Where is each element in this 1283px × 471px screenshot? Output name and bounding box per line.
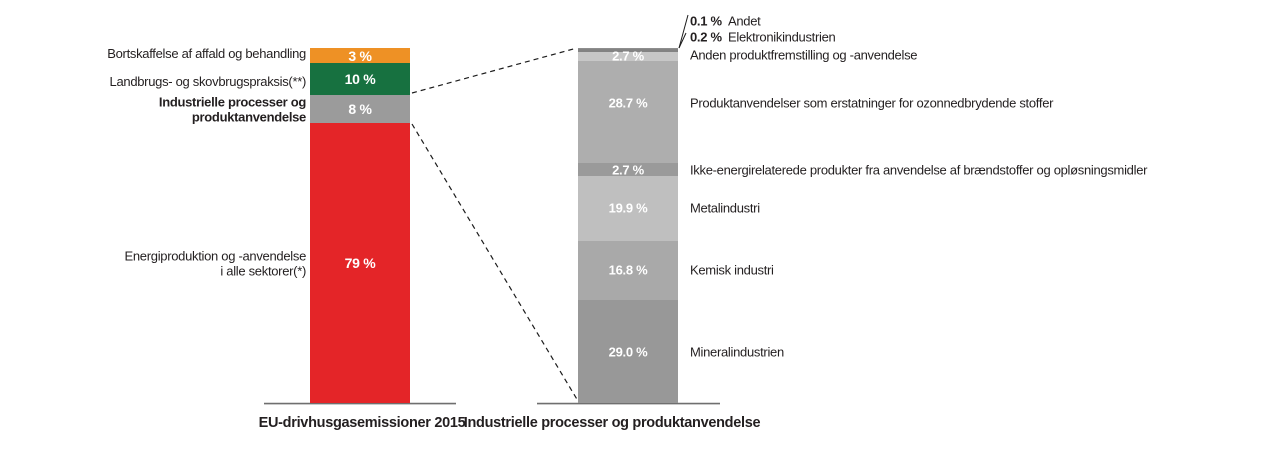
- segment-value: 19.9 %: [608, 200, 648, 216]
- segment-value: 10 %: [344, 71, 376, 87]
- callout-line-elektronik: [678, 32, 687, 49]
- segment-label: Andet: [728, 13, 761, 29]
- left-bar-label-landbrug: Landbrugs- og skovbrugspraksis(**): [109, 73, 307, 89]
- bar-segment-elektronik: [578, 49, 678, 52]
- right-label-mineral: Mineralindustrien: [690, 344, 784, 359]
- bar-segment-ikke-energi: [578, 162, 678, 177]
- left-axis-title: EU-drivhusgasemissioner 2015: [258, 415, 466, 431]
- segment-value: 79 %: [344, 255, 376, 271]
- segment-value: 2.7 %: [612, 48, 644, 64]
- segment-label: Elektronikindustrien: [728, 29, 836, 45]
- left-bar-label-industrielle: Industrielle processer og produktanvende…: [158, 94, 306, 125]
- label-line: Industrielle processer og: [158, 94, 306, 110]
- bar-segment-affald: 3 %: [310, 47, 410, 64]
- right-axis-title: Industrielle processer og produktanvende…: [463, 415, 761, 431]
- right-label-ikke-energi: Ikke-energirelaterede produkter fra anve…: [690, 162, 1148, 177]
- bar-segment-landbrug: 10 %: [310, 63, 410, 95]
- bar-segment-kemisk: [578, 241, 678, 300]
- segment-value: 16.8 %: [608, 262, 648, 278]
- bar-segment-energi: 79 %: [310, 123, 410, 403]
- right-label-andet: 0.1 % Andet: [690, 13, 761, 29]
- segment-value: 29.0 %: [608, 344, 648, 359]
- right-label-metal: Metalindustri: [690, 200, 760, 216]
- segment-value: 28.7 %: [608, 95, 648, 111]
- left-bar-label-energiproduktion: Energiproduktion og -anvendelse i alle s…: [124, 248, 307, 279]
- bar-segment-andet: [578, 48, 678, 50]
- segment-value: 2.7 %: [612, 162, 644, 177]
- stacked-bar-eu-emissions: 3 % 10 % 8 % 79 %: [310, 48, 410, 403]
- right-label-ozon: Produktanvendelser som erstatninger for …: [690, 95, 1054, 111]
- bar-segment-metal: [578, 176, 678, 242]
- zoom-connector-bottom: [411, 123, 579, 402]
- bar-segment-mineral: [578, 299, 678, 403]
- segment-value: 0.1 %: [690, 13, 722, 29]
- bar-segment-ozon: [578, 60, 678, 163]
- bar-segment-industrielle: 8 %: [310, 95, 410, 123]
- label-line: produktanvendelse: [191, 109, 306, 124]
- right-label-kemisk: Kemisk industri: [690, 262, 774, 278]
- stacked-bar-ippu-breakdown: 2.7 % 28.7 % 2.7 % 19.9 % 16.8 % 29.0 %: [578, 48, 678, 403]
- label-line: i alle sektorer(*): [220, 263, 306, 278]
- left-bar-label-bortskaffelse: Bortskaffelse af affald og behandling: [107, 45, 306, 61]
- right-label-anden-produkt: Anden produktfremstilling og -anvendelse: [690, 47, 918, 63]
- right-label-elektronik: 0.2 % Elektronikindustrien: [690, 29, 836, 45]
- callout-line-andet: [678, 14, 689, 49]
- segment-value: 3 %: [348, 47, 372, 64]
- segment-value: 8 %: [348, 101, 372, 117]
- segment-value: 0.2 %: [690, 29, 722, 45]
- bar-segment-anden-produkt: [578, 51, 678, 61]
- zoom-connector-top: [411, 47, 578, 94]
- label-line: Energiproduktion og -anvendelse: [124, 248, 307, 264]
